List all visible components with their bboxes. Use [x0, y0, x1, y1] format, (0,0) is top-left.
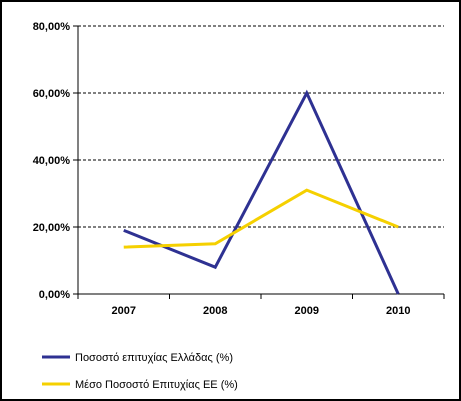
x-tick-label: 2007	[112, 305, 136, 317]
y-tick-label: 0,00%	[39, 289, 70, 301]
legend: Ποσοστό επιτυχίας Ελλάδας (%) Μέσο Ποσοστ…	[42, 352, 238, 391]
y-tick-label: 80,00%	[33, 21, 71, 33]
series-line-1	[123, 89, 400, 295]
y-axis-tick-labels: 0,00% 20,00% 40,00% 60,00% 80,00%	[33, 21, 71, 301]
axes	[73, 25, 445, 299]
y-tick-label: 60,00%	[33, 88, 71, 100]
y-tick-label: 20,00%	[33, 222, 71, 234]
series-lines	[123, 89, 400, 295]
gridlines	[78, 25, 444, 228]
legend-label-1: Ποσοστό επιτυχίας Ελλάδας (%)	[75, 352, 233, 364]
y-tick-label: 40,00%	[33, 155, 71, 167]
x-tick-label: 2010	[386, 305, 410, 317]
legend-label-2: Μέσο Ποσοστό Επιτυχίας ΕΕ (%)	[75, 379, 238, 391]
x-tick-label: 2008	[203, 305, 227, 317]
x-axis-tick-labels: 2007 2008 2009 2010	[112, 305, 411, 317]
series-line-2	[123, 188, 399, 249]
x-tick-label: 2009	[295, 305, 319, 317]
